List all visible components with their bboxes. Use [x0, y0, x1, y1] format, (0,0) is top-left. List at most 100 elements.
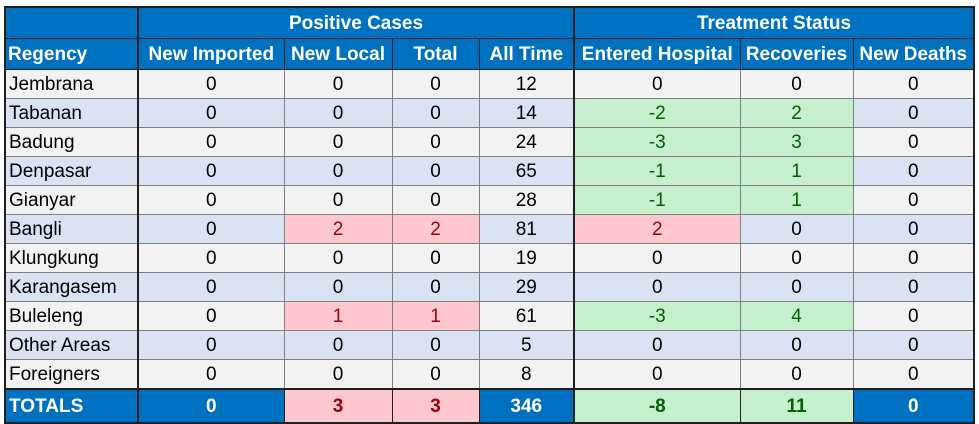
regency-cell: Karangasem: [4, 272, 139, 302]
new-imported-cell: 0: [137, 243, 285, 273]
totals-new-local: 3: [283, 388, 393, 424]
table-row: Buleleng 0 1 1 61 -3 4 0: [4, 301, 976, 331]
total-cell: 0: [391, 98, 480, 128]
new-imported-cell: 0: [137, 127, 285, 157]
all-time-cell: 29: [478, 272, 575, 302]
totals-row: TOTALS 0 3 3 346 -8 11 0: [4, 388, 976, 424]
recoveries-cell: 0: [739, 330, 854, 360]
new-imported-cell: 0: [137, 156, 285, 186]
new-imported-cell: 0: [137, 272, 285, 302]
totals-new-imported: 0: [137, 388, 285, 424]
entered-hospital-cell: 0: [573, 359, 741, 390]
recoveries-cell: 0: [739, 359, 854, 390]
new-deaths-cell: 0: [852, 243, 976, 273]
table-row: Bangli 0 2 2 81 2 0 0: [4, 214, 976, 244]
recoveries-cell: 2: [739, 98, 854, 128]
column-header-recoveries: Recoveries: [739, 38, 854, 70]
total-cell: 0: [391, 69, 480, 99]
entered-hospital-cell: -3: [573, 127, 741, 157]
totals-total: 3: [391, 388, 480, 424]
regency-cell: Buleleng: [4, 301, 139, 331]
recoveries-cell: 3: [739, 127, 854, 157]
new-local-cell: 2: [283, 214, 393, 244]
group-header-treatment-status: Treatment Status: [573, 6, 976, 39]
table-row: Jembrana 0 0 0 12 0 0 0: [4, 69, 976, 99]
all-time-cell: 14: [478, 98, 575, 128]
recoveries-cell: 1: [739, 156, 854, 186]
recoveries-cell: 1: [739, 185, 854, 215]
group-header-positive-cases: Positive Cases: [136, 6, 575, 39]
recoveries-cell: 0: [739, 243, 854, 273]
table-row: Other Areas 0 0 0 5 0 0 0: [4, 330, 976, 360]
total-cell: 0: [391, 272, 480, 302]
new-imported-cell: 0: [137, 69, 285, 99]
new-deaths-cell: 0: [852, 272, 976, 302]
recoveries-cell: 0: [739, 214, 854, 244]
new-deaths-cell: 0: [852, 127, 976, 157]
entered-hospital-cell: 0: [573, 330, 741, 360]
column-header-row: Regency New Imported New Local Total All…: [4, 38, 976, 70]
all-time-cell: 81: [478, 214, 575, 244]
table-row: Foreigners 0 0 0 8 0 0 0: [4, 359, 976, 390]
regency-cell: Foreigners: [4, 359, 139, 390]
entered-hospital-cell: -1: [573, 185, 741, 215]
new-deaths-cell: 0: [852, 69, 976, 99]
all-time-cell: 61: [478, 301, 575, 331]
entered-hospital-cell: -2: [573, 98, 741, 128]
new-deaths-cell: 0: [852, 214, 976, 244]
regency-cell: Other Areas: [4, 330, 139, 360]
totals-entered-hospital: -8: [573, 388, 741, 424]
column-header-new-deaths: New Deaths: [852, 38, 976, 70]
new-imported-cell: 0: [137, 330, 285, 360]
all-time-cell: 28: [478, 185, 575, 215]
new-local-cell: 0: [283, 98, 393, 128]
new-local-cell: 1: [283, 301, 393, 331]
all-time-cell: 5: [478, 330, 575, 360]
totals-all-time: 346: [478, 388, 575, 424]
column-header-new-imported: New Imported: [137, 38, 285, 70]
new-deaths-cell: 0: [852, 156, 976, 186]
new-imported-cell: 0: [137, 185, 285, 215]
entered-hospital-cell: 0: [573, 272, 741, 302]
new-local-cell: 0: [283, 69, 393, 99]
all-time-cell: 24: [478, 127, 575, 157]
totals-new-deaths: 0: [852, 388, 976, 424]
all-time-cell: 12: [478, 69, 575, 99]
new-deaths-cell: 0: [852, 185, 976, 215]
new-imported-cell: 0: [137, 359, 285, 390]
column-header-regency: Regency: [4, 38, 139, 70]
entered-hospital-cell: -1: [573, 156, 741, 186]
total-cell: 0: [391, 156, 480, 186]
recoveries-cell: 0: [739, 272, 854, 302]
recoveries-cell: 0: [739, 69, 854, 99]
new-deaths-cell: 0: [852, 330, 976, 360]
new-local-cell: 0: [283, 185, 393, 215]
group-header-blank: [4, 6, 139, 39]
total-cell: 0: [391, 243, 480, 273]
recoveries-cell: 4: [739, 301, 854, 331]
total-cell: 1: [391, 301, 480, 331]
column-header-new-local: New Local: [283, 38, 393, 70]
all-time-cell: 19: [478, 243, 575, 273]
new-local-cell: 0: [283, 243, 393, 273]
new-local-cell: 0: [283, 330, 393, 360]
total-cell: 0: [391, 185, 480, 215]
new-imported-cell: 0: [137, 214, 285, 244]
entered-hospital-cell: 0: [573, 243, 741, 273]
regency-cell: Gianyar: [4, 185, 139, 215]
table-row: Gianyar 0 0 0 28 -1 1 0: [4, 185, 976, 215]
table-row: Tabanan 0 0 0 14 -2 2 0: [4, 98, 976, 128]
total-cell: 0: [391, 330, 480, 360]
regency-cell: Badung: [4, 127, 139, 157]
new-deaths-cell: 0: [852, 301, 976, 331]
new-deaths-cell: 0: [852, 98, 976, 128]
new-deaths-cell: 0: [852, 359, 976, 390]
new-local-cell: 0: [283, 272, 393, 302]
new-local-cell: 0: [283, 127, 393, 157]
regency-cell: Klungkung: [4, 243, 139, 273]
total-cell: 0: [391, 127, 480, 157]
column-header-entered-hospital: Entered Hospital: [573, 38, 741, 70]
column-header-all-time: All Time: [478, 38, 575, 70]
covid-cases-table: Positive Cases Treatment Status Regency …: [4, 6, 976, 424]
regency-cell: Bangli: [4, 214, 139, 244]
